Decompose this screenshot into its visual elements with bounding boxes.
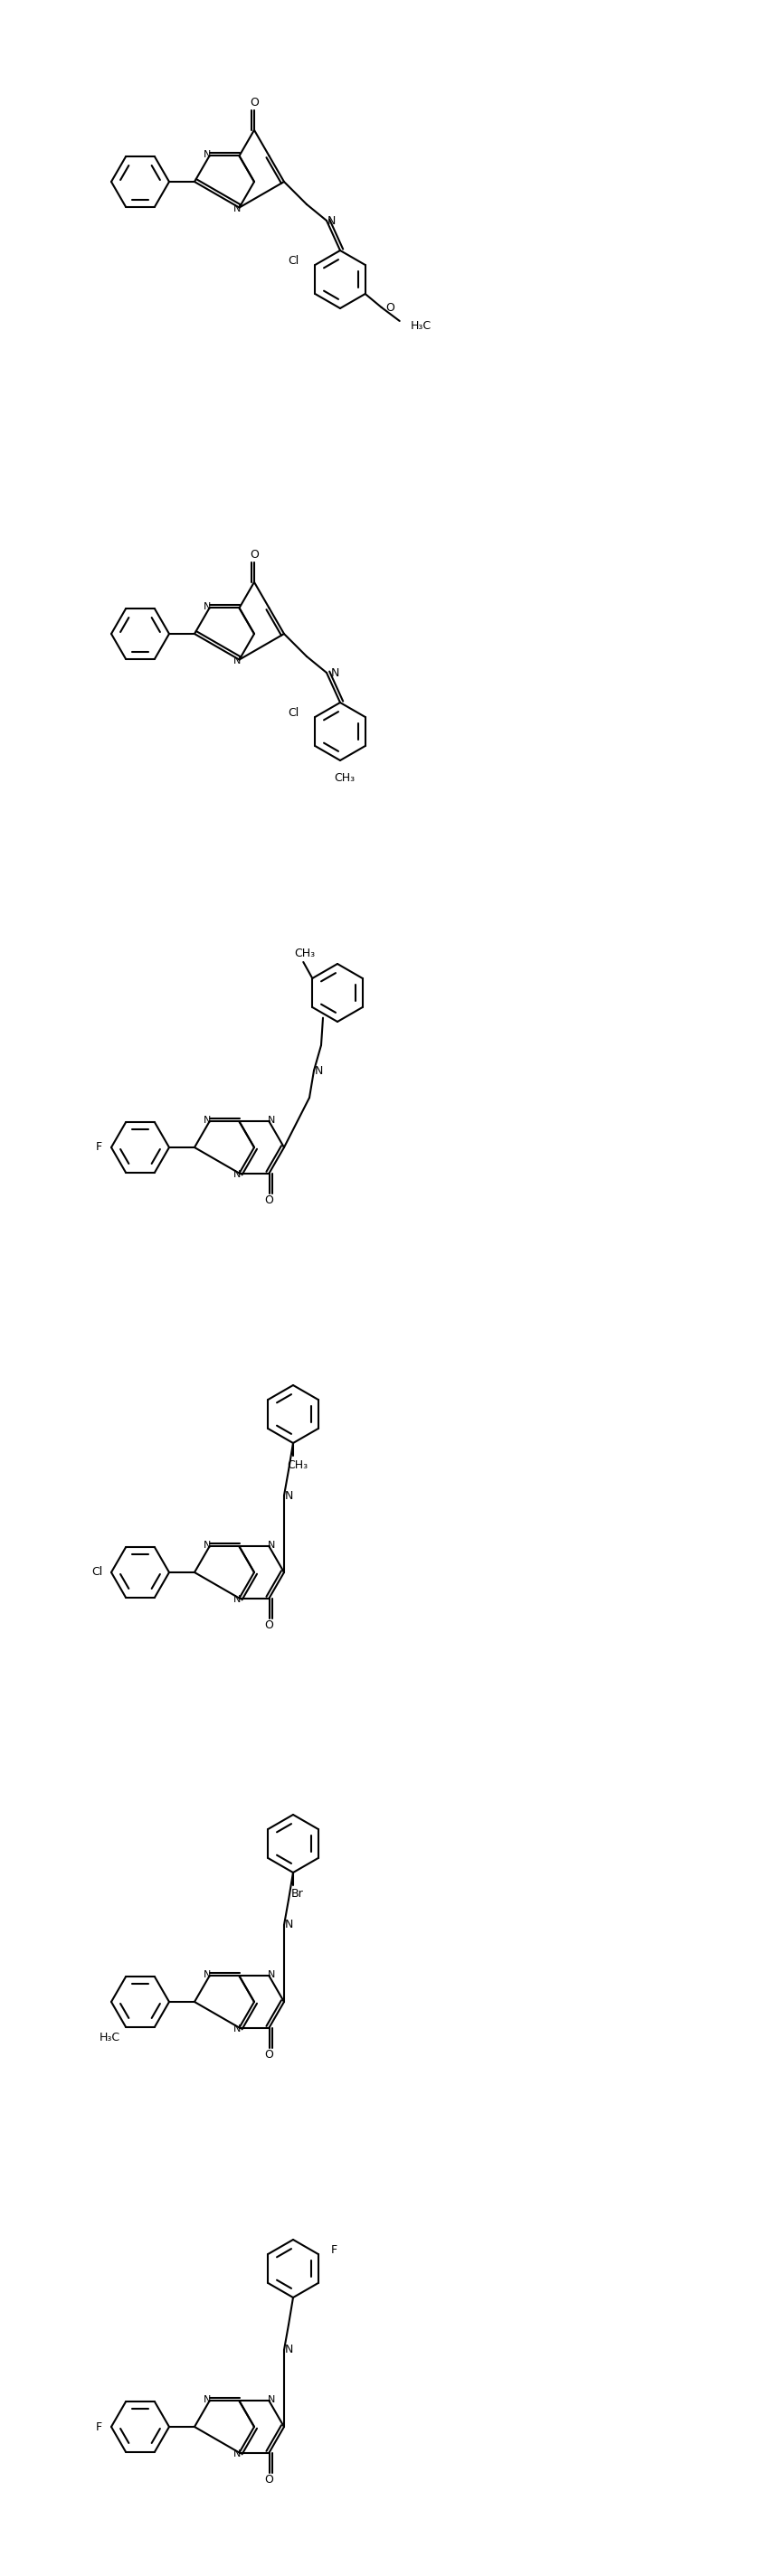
Text: CH₃: CH₃ bbox=[334, 773, 355, 783]
Text: N: N bbox=[234, 2025, 241, 2032]
Text: N: N bbox=[204, 1540, 212, 1551]
Text: CH₃: CH₃ bbox=[287, 1458, 308, 1471]
Text: N: N bbox=[234, 204, 241, 214]
Text: N: N bbox=[268, 1540, 276, 1551]
Text: N: N bbox=[204, 1971, 212, 1978]
Text: H₃C: H₃C bbox=[99, 2032, 120, 2043]
Text: N: N bbox=[285, 2344, 293, 2357]
Text: O: O bbox=[265, 2048, 273, 2061]
Text: N: N bbox=[268, 1115, 276, 1126]
Text: O: O bbox=[250, 549, 259, 562]
Text: Br: Br bbox=[291, 1888, 304, 1901]
Text: N: N bbox=[314, 1064, 323, 1077]
Text: N: N bbox=[234, 1170, 241, 1180]
Text: CH₃: CH₃ bbox=[294, 948, 316, 958]
Text: N: N bbox=[327, 214, 335, 227]
Text: H₃C: H₃C bbox=[411, 319, 431, 332]
Text: N: N bbox=[234, 1595, 241, 1605]
Text: F: F bbox=[331, 2244, 338, 2257]
Text: N: N bbox=[204, 1115, 212, 1126]
Text: N: N bbox=[204, 149, 212, 160]
Text: N: N bbox=[204, 603, 212, 611]
Text: F: F bbox=[96, 2421, 102, 2432]
Text: F: F bbox=[96, 1141, 102, 1154]
Text: N: N bbox=[331, 667, 339, 677]
Text: N: N bbox=[204, 2396, 212, 2403]
Text: N: N bbox=[285, 1489, 293, 1502]
Text: Cl: Cl bbox=[288, 255, 299, 268]
Text: N: N bbox=[234, 657, 241, 665]
Text: N: N bbox=[285, 1919, 293, 1932]
Text: O: O bbox=[265, 2473, 273, 2486]
Text: O: O bbox=[386, 301, 395, 314]
Text: Cl: Cl bbox=[288, 708, 299, 719]
Text: N: N bbox=[268, 2396, 276, 2403]
Text: N: N bbox=[268, 1971, 276, 1978]
Text: O: O bbox=[265, 1620, 273, 1631]
Text: O: O bbox=[250, 98, 259, 108]
Text: O: O bbox=[265, 1195, 273, 1206]
Text: Cl: Cl bbox=[91, 1566, 102, 1579]
Text: N: N bbox=[234, 2450, 241, 2458]
